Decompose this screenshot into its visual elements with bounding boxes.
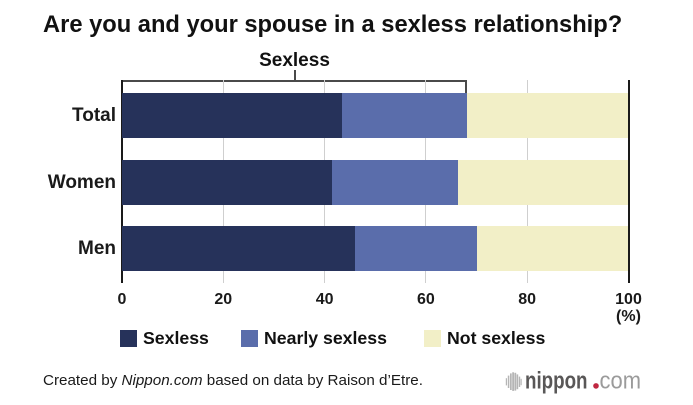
svg-text:nippon: nippon (525, 368, 588, 395)
svg-text:com: com (600, 368, 642, 395)
